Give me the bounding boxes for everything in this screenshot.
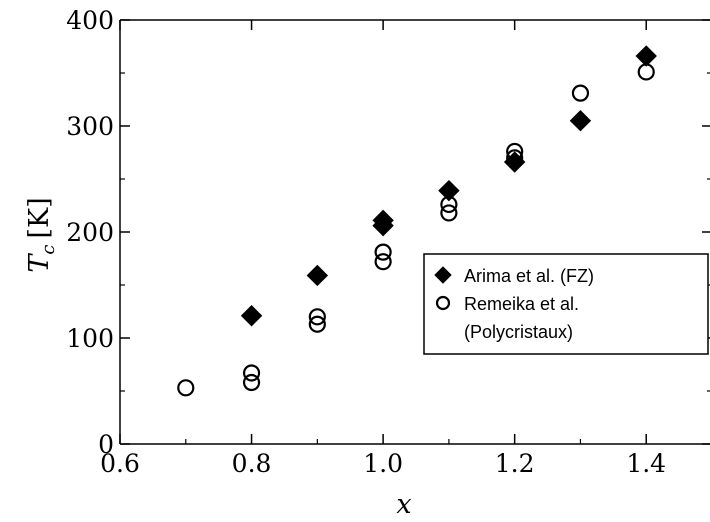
legend: Arima et al. (FZ) Remeika et al. (Polycr… [423, 253, 709, 355]
data-markers [177, 45, 657, 397]
legend-circle-icon [435, 295, 451, 311]
axis-ticks [119, 19, 710, 445]
x-axis-title: x [396, 489, 411, 520]
legend-marker-arima [434, 266, 452, 284]
y-axis-title: Tc [K] [24, 197, 59, 272]
x-tick-label: 1.4 [626, 449, 666, 478]
data-point-arima [438, 179, 460, 202]
x-tick-label: 1.2 [495, 449, 535, 478]
y-tick-label: 300 [66, 112, 114, 141]
data-point-arima [240, 305, 263, 327]
y-tick-label: 0 [98, 430, 114, 459]
data-point-remeika [440, 204, 458, 222]
data-point-remeika [571, 84, 590, 102]
y-axis-title-unit: [K] [24, 197, 55, 238]
y-tick-label: 400 [66, 6, 114, 35]
legend-diamond-icon [434, 266, 452, 284]
y-tick-label: 200 [66, 218, 114, 247]
data-point-remeika [242, 364, 261, 382]
y-axis-title-subscript: c [38, 245, 59, 255]
legend-label-arima: Arima et al. (FZ) [464, 266, 594, 286]
y-axis-title-symbol: T [24, 253, 55, 273]
data-point-remeika [177, 379, 195, 397]
x-tick-label: 1.0 [363, 449, 403, 478]
legend-label-remeika-line1: Remeika et al. [464, 294, 579, 314]
legend-marker-remeika [435, 295, 451, 311]
data-point-arima [503, 151, 526, 173]
x-tick-label: 0.8 [232, 449, 272, 478]
data-point-remeika [374, 243, 392, 261]
axis-tick-labels: 0.6 0.8 1.0 1.2 1.4 0 100 200 300 400 [66, 6, 666, 478]
legend-label-remeika-line2: (Polycristaux) [464, 322, 573, 342]
data-point-remeika [308, 308, 326, 326]
legend-box [423, 253, 709, 355]
y-tick-label: 100 [66, 324, 114, 353]
x-tick-label: 0.6 [100, 449, 140, 478]
data-point-arima [306, 264, 329, 287]
svg-text:Tc[K]: Tc [K] [24, 197, 59, 272]
data-point-remeika [242, 373, 261, 392]
plot-frame [119, 19, 710, 445]
data-point-remeika [308, 315, 326, 333]
data-point-arima [635, 45, 657, 67]
data-point-remeika [374, 253, 392, 271]
data-point-arima [569, 109, 592, 132]
data-point-arima [372, 209, 394, 232]
